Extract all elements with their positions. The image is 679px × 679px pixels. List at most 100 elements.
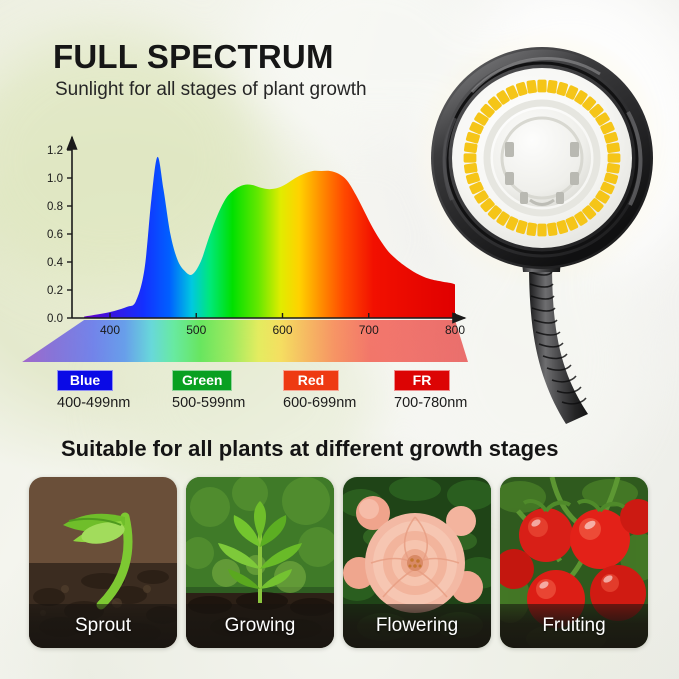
- led-chip: [463, 163, 478, 174]
- y-axis-ticks: [67, 149, 72, 319]
- svg-text:1.2: 1.2: [47, 145, 63, 157]
- growth-stage-caption: Growing: [186, 604, 334, 648]
- led-chip: [574, 90, 588, 105]
- led-chip: [526, 79, 537, 94]
- svg-text:0.0: 0.0: [47, 313, 63, 325]
- svg-text:0.6: 0.6: [47, 229, 63, 241]
- growth-stage-card-sprout[interactable]: Sprout: [29, 477, 177, 648]
- housing-highlight: [470, 57, 601, 93]
- led-chip: [547, 79, 558, 94]
- legend-range-green: 500-599nm: [172, 395, 246, 411]
- svg-text:400: 400: [100, 323, 120, 337]
- growth-stage-card-growing[interactable]: Growing: [186, 477, 334, 648]
- lamp-hub-clips: [505, 142, 579, 204]
- led-chip: [600, 121, 615, 135]
- led-chip: [526, 222, 537, 237]
- led-ring: [463, 79, 621, 237]
- lamp-hub-notch: [529, 198, 555, 206]
- led-chip: [604, 172, 619, 185]
- led-chip: [537, 223, 547, 237]
- led-chip: [465, 172, 480, 185]
- y-axis-tick-labels: 0.0 0.2 0.4 0.6 0.8 1.0 1.2: [47, 145, 64, 325]
- svg-text:0.4: 0.4: [47, 257, 64, 269]
- led-chip: [480, 103, 495, 118]
- legend-range-blue: 400-499nm: [57, 395, 131, 411]
- led-chip: [496, 211, 510, 226]
- chart-axes: [66, 135, 467, 324]
- led-chip: [480, 198, 495, 213]
- led-chip: [556, 81, 569, 96]
- lamp-housing-rim: [433, 49, 651, 267]
- spectrum-curve: [84, 156, 455, 318]
- legend-chip-blue: Blue: [57, 370, 113, 391]
- led-chip: [589, 103, 604, 118]
- led-chip: [595, 190, 610, 204]
- svg-text:500: 500: [186, 323, 206, 337]
- svg-text:600: 600: [272, 323, 292, 337]
- lamp-hub: [493, 109, 591, 207]
- lamp-housing-innerline: [445, 61, 639, 255]
- legend-range-red: 600-699nm: [283, 395, 357, 411]
- lamp-hub-outer: [483, 99, 601, 217]
- legend-range-fr: 700-780nm: [394, 395, 468, 411]
- page-subtitle: Sunlight for all stages of plant growth: [55, 79, 367, 100]
- x-axis-tick-labels: 400 500 600 700 800: [100, 323, 465, 337]
- led-chip: [589, 198, 604, 213]
- legend-item-blue: Blue 400-499nm: [57, 370, 130, 411]
- svg-text:700: 700: [359, 323, 379, 337]
- legend-item-red: Red 600-699nm: [283, 370, 356, 411]
- led-chip: [469, 181, 484, 195]
- spectrum-band: [22, 320, 468, 362]
- led-chip: [487, 96, 502, 111]
- section-heading: Suitable for all plants at different gro…: [61, 436, 559, 461]
- led-chip: [565, 216, 579, 231]
- housing-side-slot-left: [442, 117, 457, 201]
- led-chip: [505, 85, 519, 100]
- led-chip: [582, 96, 597, 111]
- led-chip: [604, 131, 619, 144]
- housing-side-slot: [626, 111, 643, 206]
- led-chip: [465, 131, 480, 144]
- led-chip: [537, 79, 547, 93]
- led-chip: [469, 121, 484, 135]
- led-chip: [600, 181, 615, 195]
- legend-item-fr: FR 700-780nm: [394, 370, 467, 411]
- led-chip: [487, 205, 502, 220]
- page-title: FULL SPECTRUM: [53, 38, 334, 75]
- svg-text:1.0: 1.0: [47, 173, 63, 185]
- led-chip: [474, 112, 489, 126]
- growth-stage-card-flowering[interactable]: Flowering: [343, 477, 491, 648]
- led-chip: [463, 142, 478, 153]
- lamp-hub-ring: [500, 116, 584, 200]
- led-chip: [547, 222, 558, 237]
- growth-stage-card-fruiting[interactable]: Fruiting: [500, 477, 648, 648]
- led-chip: [565, 85, 579, 100]
- led-chip: [606, 142, 621, 153]
- svg-text:0.2: 0.2: [47, 285, 63, 297]
- legend-chip-red: Red: [283, 370, 339, 391]
- led-chip: [582, 205, 597, 220]
- legend-chip-green: Green: [172, 370, 233, 391]
- led-chip: [515, 220, 528, 235]
- legend-item-green: Green 500-599nm: [172, 370, 245, 411]
- led-chip: [474, 190, 489, 204]
- led-chip: [556, 220, 569, 235]
- svg-text:800: 800: [445, 323, 465, 337]
- growth-stage-caption: Flowering: [343, 604, 491, 648]
- growth-stage-caption: Fruiting: [500, 604, 648, 648]
- led-chip: [505, 216, 519, 231]
- legend-chip-fr: FR: [394, 370, 450, 391]
- led-chip: [606, 163, 621, 174]
- led-chip: [607, 153, 621, 163]
- led-chip: [515, 81, 528, 96]
- led-chip: [496, 90, 510, 105]
- svg-text:0.8: 0.8: [47, 201, 63, 213]
- led-chip: [595, 112, 610, 126]
- x-axis-ticks: [109, 313, 456, 318]
- growth-stage-caption: Sprout: [29, 604, 177, 648]
- led-chip: [463, 153, 477, 163]
- growth-stage-card-list: Sprout Growing: [29, 477, 648, 648]
